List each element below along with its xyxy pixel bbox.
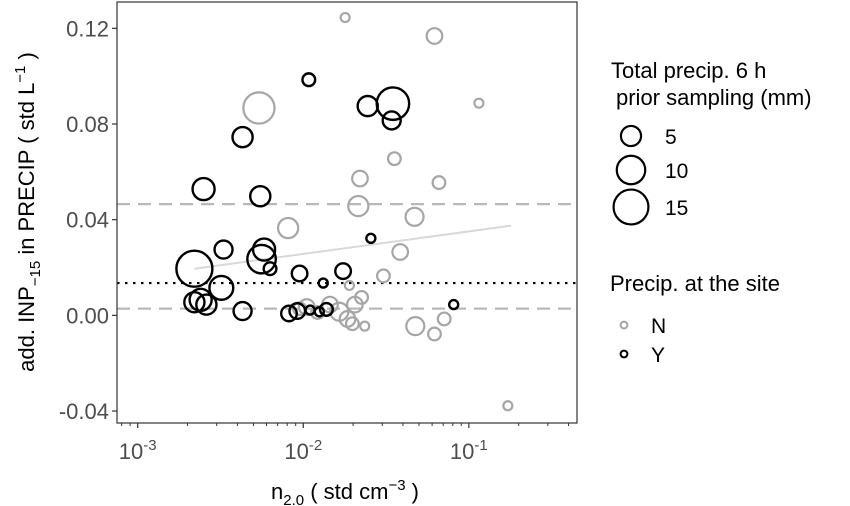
point-y — [365, 232, 377, 245]
axis-ticks: -0.04 0.00 0.04 0.08 0.12 10-3 10-2 10-1 — [59, 16, 570, 464]
data-points — [175, 11, 514, 412]
y-axis-title-main: add. INP — [14, 286, 39, 372]
point-n — [391, 243, 410, 261]
y-tick-label: 0.08 — [66, 112, 109, 137]
point-n — [404, 206, 425, 227]
point-n — [502, 400, 514, 412]
point-y — [195, 293, 218, 316]
size-legend-label: 15 — [665, 197, 688, 220]
x-axis-title: n2.0 ( std cm−3 ) — [271, 477, 419, 506]
point-n — [359, 320, 371, 332]
x-axis-title-unit: ( std cm — [304, 479, 388, 504]
point-y — [249, 184, 272, 208]
x-tick-label: 10-3 — [119, 437, 157, 464]
point-n — [344, 316, 360, 332]
color-legend-label: N — [651, 315, 666, 338]
y-tick-label: -0.04 — [59, 399, 109, 424]
point-n — [386, 151, 402, 167]
x-axis-title-sub: 2.0 — [283, 492, 304, 506]
y-tick-label: 0.04 — [66, 208, 109, 233]
x-axis-title-post: ) — [406, 479, 419, 504]
color-legend-marker-y — [619, 349, 629, 359]
color-legend-label: Y — [651, 344, 665, 367]
size-legend-title-line2: prior sampling (mm) — [616, 85, 812, 110]
size-legend-label: 10 — [665, 160, 688, 183]
point-n — [427, 326, 442, 342]
size-legend-title-line1: Total precip. 6 h — [611, 58, 766, 83]
point-y — [447, 298, 460, 311]
point-n — [425, 27, 444, 45]
y-axis-title-mid: in PRECIP ( std L — [14, 83, 39, 261]
point-n — [276, 216, 300, 240]
y-axis-title: add. INP−15 in PRECIP ( std L−1 ) — [12, 52, 44, 372]
y-tick-label: 0.00 — [66, 303, 109, 328]
y-axis-title-sup: −1 — [12, 66, 29, 83]
size-legend-circle — [615, 154, 647, 186]
size-legend-label: 5 — [665, 126, 677, 149]
x-tick-label: 10-2 — [284, 437, 322, 464]
point-y — [381, 110, 402, 131]
point-n — [375, 268, 391, 284]
size-legend-circle — [612, 188, 650, 226]
point-n — [343, 279, 356, 292]
point-y — [262, 261, 278, 277]
point-n — [405, 316, 426, 337]
y-tick-label: 0.12 — [66, 16, 109, 41]
point-y — [356, 94, 379, 118]
point-y — [183, 290, 206, 314]
y-axis-title-sub: −15 — [27, 261, 44, 286]
reference-lines — [117, 203, 577, 310]
point-n — [339, 11, 351, 24]
y-axis-title-post: ) — [14, 52, 39, 65]
color-legend-title: Precip. at the site — [610, 271, 780, 296]
size-legend-circle — [619, 124, 643, 148]
point-y — [213, 239, 234, 260]
color-legend: Precip. at the site NY — [610, 271, 780, 367]
point-y — [317, 277, 329, 289]
x-axis-title-sup: −3 — [388, 477, 405, 494]
point-y — [334, 262, 353, 281]
size-legend: Total precip. 6 h prior sampling (mm) 5 1… — [611, 58, 812, 226]
point-n — [242, 91, 276, 125]
color-legend-marker-n — [619, 320, 629, 330]
point-y — [280, 304, 298, 323]
point-y — [290, 264, 309, 283]
trend-line — [194, 224, 512, 270]
point-y — [375, 86, 411, 122]
point-n — [473, 97, 485, 109]
point-y — [208, 274, 235, 301]
point-n — [436, 311, 452, 327]
point-n — [431, 175, 447, 191]
point-n — [351, 169, 369, 188]
point-y — [175, 249, 214, 288]
point-y — [318, 301, 334, 317]
point-n — [347, 194, 370, 218]
point-y — [231, 125, 254, 149]
point-y — [301, 72, 317, 88]
point-y — [251, 237, 277, 262]
trend-line-layer — [194, 224, 512, 270]
x-axis-title-main: n — [271, 479, 283, 504]
x-tick-label: 10-1 — [450, 437, 488, 464]
point-n — [345, 295, 364, 314]
point-y — [232, 300, 253, 322]
point-y — [191, 176, 216, 202]
point-y — [246, 243, 278, 275]
plot-frame — [116, 1, 578, 424]
